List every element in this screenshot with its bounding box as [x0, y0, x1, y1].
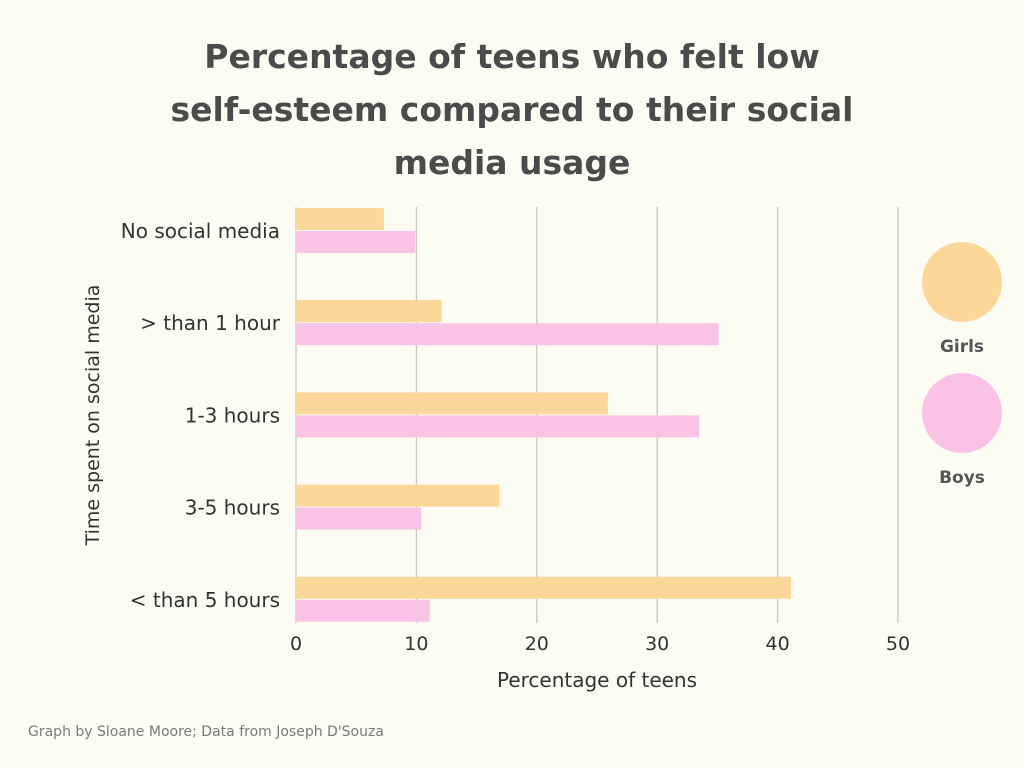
legend-boys-label: Boys [939, 468, 985, 488]
bar-boys-2 [296, 415, 700, 438]
x-tick-label-10: 10 [404, 633, 428, 655]
x-tick-label-40: 40 [766, 633, 790, 655]
chart-title-line-2: self-esteem compared to their social [170, 90, 854, 129]
bar-boys-1 [296, 323, 719, 346]
bar-girls-3 [296, 484, 500, 507]
legend-boys-swatch [922, 373, 1002, 453]
bar-girls-4 [296, 576, 791, 599]
x-axis-title: Percentage of teens [497, 668, 697, 692]
y-tick-label-1: > than 1 hour [140, 311, 281, 335]
x-tick-label-0: 0 [290, 633, 302, 655]
chart-title-line-3: media usage [393, 143, 631, 182]
bar-girls-1 [296, 300, 442, 323]
axis-labels: 0 10 20 30 40 50 No social media > than 1 hour 1… [121, 219, 910, 655]
legend-girls-swatch [922, 242, 1002, 322]
legend-girls-label: Girls [939, 337, 985, 357]
source-credit: Graph by Sloane Moore; Data from Joseph … [28, 724, 384, 740]
y-tick-label-0: No social media [121, 219, 280, 243]
x-tick-label-50: 50 [886, 633, 910, 655]
bars [296, 208, 791, 622]
x-tick-label-30: 30 [645, 633, 669, 655]
y-tick-label-4: < than 5 hours [130, 588, 280, 612]
bar-boys-3 [296, 507, 422, 530]
bar-girls-2 [296, 392, 608, 415]
bar-boys-0 [296, 231, 416, 253]
x-tick-label-20: 20 [525, 633, 549, 655]
y-tick-label-3: 3-5 hours [185, 496, 280, 520]
y-tick-label-2: 1-3 hours [185, 403, 280, 427]
chart-title: Percentage of teens who felt low self-es… [112, 30, 912, 189]
chart-title-line-1: Percentage of teens who felt low [204, 37, 820, 76]
grid-lines [295, 207, 899, 623]
bar-boys-4 [296, 599, 430, 622]
bar-girls-0 [296, 208, 384, 230]
y-axis-title: Time spent on social media [82, 285, 104, 547]
